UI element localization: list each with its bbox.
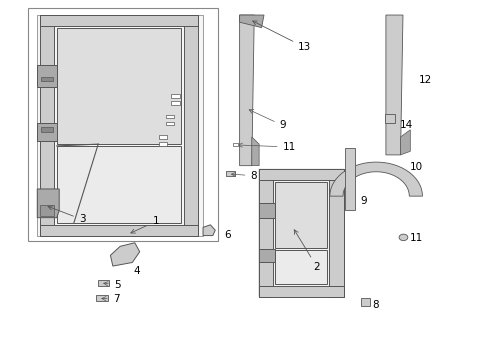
Text: 5: 5 (103, 280, 120, 290)
Text: 13: 13 (252, 21, 311, 52)
Text: 8: 8 (231, 171, 257, 181)
Text: 4: 4 (133, 266, 140, 276)
Bar (98, 280, 109, 286)
Polygon shape (37, 65, 57, 87)
Polygon shape (37, 193, 57, 212)
Polygon shape (110, 243, 140, 266)
Polygon shape (259, 169, 272, 297)
Bar (159, 142, 167, 146)
Bar (96, 296, 108, 301)
Polygon shape (259, 286, 344, 297)
Text: 8: 8 (371, 300, 378, 310)
Text: 3: 3 (48, 206, 85, 224)
Polygon shape (385, 15, 402, 155)
Bar (41, 202, 53, 206)
Text: 6: 6 (224, 230, 230, 239)
Polygon shape (239, 15, 264, 28)
Text: 9: 9 (249, 110, 285, 130)
Bar (225, 171, 234, 176)
Text: 1: 1 (131, 216, 159, 233)
Bar (41, 127, 53, 132)
Bar (41, 77, 53, 81)
Polygon shape (251, 137, 259, 166)
Text: 2: 2 (294, 230, 320, 272)
Polygon shape (275, 182, 326, 248)
Text: 11: 11 (238, 142, 295, 152)
Text: 11: 11 (409, 233, 423, 243)
Polygon shape (37, 123, 57, 140)
Text: 10: 10 (409, 162, 423, 172)
Text: 9: 9 (360, 196, 366, 206)
Bar (384, 114, 394, 123)
Text: 7: 7 (102, 294, 119, 304)
Bar (171, 94, 179, 98)
Polygon shape (344, 148, 354, 211)
Polygon shape (329, 169, 344, 297)
Polygon shape (40, 15, 198, 26)
Polygon shape (40, 225, 198, 235)
Polygon shape (400, 130, 409, 155)
Polygon shape (259, 203, 275, 218)
Bar (27, 8, 217, 241)
Polygon shape (259, 249, 275, 262)
Bar (165, 115, 173, 118)
Polygon shape (239, 15, 254, 166)
Circle shape (398, 234, 407, 240)
Polygon shape (57, 146, 181, 223)
Polygon shape (203, 225, 215, 235)
Polygon shape (259, 169, 344, 180)
Polygon shape (259, 169, 344, 297)
Polygon shape (37, 189, 59, 218)
Text: 12: 12 (418, 75, 431, 85)
Bar (159, 135, 167, 139)
Polygon shape (37, 15, 203, 235)
Bar (165, 122, 173, 126)
Polygon shape (183, 15, 198, 235)
Polygon shape (329, 162, 422, 196)
Text: 14: 14 (399, 121, 412, 130)
Bar (232, 143, 238, 146)
Bar (40, 205, 54, 216)
Polygon shape (275, 250, 326, 284)
Bar (360, 298, 369, 306)
Bar (171, 101, 179, 105)
Polygon shape (57, 28, 181, 144)
Polygon shape (40, 15, 54, 235)
